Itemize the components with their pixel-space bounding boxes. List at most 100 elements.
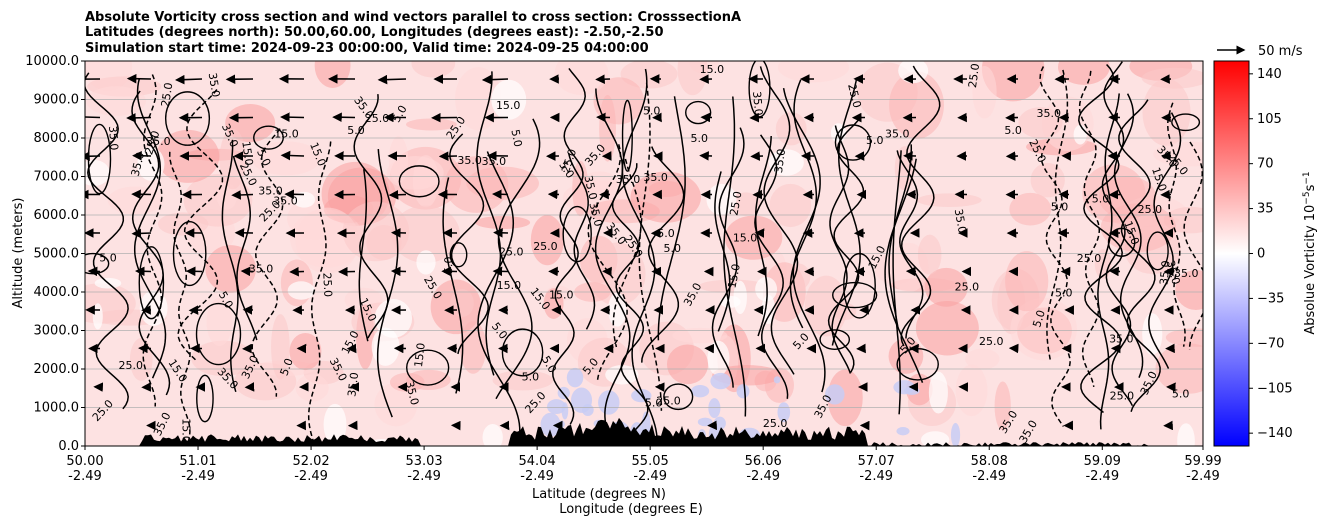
contour-label: 35.0 — [885, 128, 910, 141]
y-tick-label: 10000.0 — [25, 54, 79, 69]
x-tick-label-lat: 53.03 — [405, 454, 442, 469]
contour-label: 5.0 — [1055, 287, 1073, 300]
y-tick-label: 1000.0 — [34, 401, 80, 416]
colorbar-tick-label: −105 — [1257, 381, 1293, 396]
contour-label: 25.0 — [966, 63, 982, 89]
contour-label: 25.0 — [979, 335, 1004, 348]
vorticity-patch — [777, 61, 850, 83]
contour-label: 25.0 — [499, 245, 524, 258]
contour-label: 35.0 — [1157, 260, 1172, 286]
contour-line — [819, 329, 851, 350]
contour-line — [621, 99, 633, 172]
contour-line — [641, 146, 685, 363]
contour-label: 15.0 — [700, 63, 725, 76]
x-tick-label-lat: 51.01 — [179, 454, 216, 469]
contour-line — [612, 158, 642, 348]
y-tick-label: 3000.0 — [34, 324, 80, 339]
contour-label: 35.0 — [106, 125, 121, 150]
vorticity-patch — [206, 297, 233, 347]
contour-line — [1113, 93, 1144, 378]
contour-label: 35.0 — [581, 174, 599, 201]
x-tick-label-lat: 58.08 — [971, 454, 1008, 469]
x-tick-label-lat: 55.05 — [632, 454, 669, 469]
contour-label: 15.0 — [239, 140, 255, 166]
contour-line — [1097, 93, 1120, 430]
vorticity-patch — [769, 183, 812, 228]
vorticity-patch-negative — [691, 384, 710, 398]
contour-line — [829, 125, 852, 374]
contour-line — [884, 158, 924, 383]
contour-label: 35.0 — [643, 171, 668, 184]
contour-line — [562, 205, 592, 263]
vorticity-patch — [928, 371, 948, 414]
contour-line — [1146, 231, 1169, 271]
contour-label: 35.0 — [273, 194, 298, 207]
wind-vector — [388, 189, 407, 200]
vorticity-patch-negative — [710, 372, 731, 390]
vorticity-patch — [482, 424, 503, 446]
title-line-3: Simulation start time: 2024-09-23 00:00:… — [85, 41, 649, 56]
contour-line — [888, 144, 913, 329]
title-line-2: Latitudes (degrees north): 50.00,60.00, … — [85, 25, 664, 40]
x-tick-label-lat: 59.99 — [1184, 454, 1221, 469]
vorticity-patch — [920, 431, 950, 446]
vorticity-patch — [323, 403, 347, 446]
contour-label: 15.0 — [179, 418, 192, 443]
contour-label: 5.0 — [1030, 308, 1048, 329]
contour-line — [754, 134, 789, 399]
vorticity-patch — [554, 61, 609, 96]
x-tick-label-lon: -2.49 — [1186, 469, 1220, 484]
vorticity-patch — [107, 186, 163, 215]
vorticity-patch — [733, 280, 747, 315]
vorticity-patch-negative — [950, 422, 961, 446]
contour-label: 35.0 — [586, 201, 605, 228]
contour-label: 35.0 — [750, 91, 765, 117]
contour-label: 5.0 — [522, 370, 540, 383]
vorticity-patch — [916, 193, 982, 207]
contour-label: 35.0 — [206, 72, 223, 98]
vorticity-patch — [698, 279, 767, 294]
contour-line — [1183, 141, 1203, 351]
vorticity-patch — [416, 250, 436, 275]
x-tick-label-lat: 54.04 — [519, 454, 556, 469]
contour-line — [221, 139, 239, 392]
contour-label: 35.0 — [249, 263, 274, 276]
x-tick-label-lon: -2.49 — [294, 469, 328, 484]
contour-line — [164, 91, 211, 146]
contour-label: 15.0 — [412, 342, 428, 368]
y-axis-label: Altitude (meters) — [11, 198, 26, 309]
vorticity-patch — [915, 301, 979, 356]
contour-line — [723, 96, 747, 417]
contour-label: 25.0 — [365, 112, 390, 125]
vorticity-patch — [287, 281, 315, 300]
contour-line — [168, 151, 191, 445]
contour-line — [495, 118, 541, 400]
wind-vector — [131, 228, 152, 239]
vorticity-patch-negative — [598, 390, 620, 415]
colorbar-tick-label: 35 — [1257, 202, 1274, 217]
contour-line — [892, 150, 902, 415]
vorticity-patch-negative — [561, 402, 569, 420]
colorbar-ticks: 140 105 70 35 0 −35 −70 −105 −140 — [1249, 67, 1293, 441]
vorticity-patch — [1010, 297, 1077, 361]
contour-line — [398, 165, 440, 198]
quiver-key-label: 50 m/s — [1258, 44, 1303, 59]
contour-label: 35.0 — [772, 148, 788, 174]
x-axis-label-lon: Longitude (degrees E) — [559, 502, 703, 517]
x-tick-label-lon: -2.49 — [407, 469, 441, 484]
y-axis: 0.0 1000.0 2000.0 3000.0 4000.0 5000.0 6000.0 7… — [25, 54, 85, 454]
vorticity-patch — [92, 303, 103, 330]
contour-line — [1148, 112, 1182, 369]
contour-label: 25.0 — [1077, 252, 1102, 265]
contour-label: 15.0 — [733, 231, 758, 244]
terrain — [85, 417, 1203, 446]
wind-vector — [174, 74, 203, 85]
y-tick-label: 0.0 — [58, 439, 79, 454]
vorticity-patch — [293, 191, 316, 208]
contour-line — [251, 128, 284, 397]
vorticity-patch — [191, 340, 256, 377]
wind-vector — [377, 74, 407, 85]
vorticity-patch — [1009, 192, 1052, 226]
contour-label: 35.0 — [952, 208, 969, 234]
